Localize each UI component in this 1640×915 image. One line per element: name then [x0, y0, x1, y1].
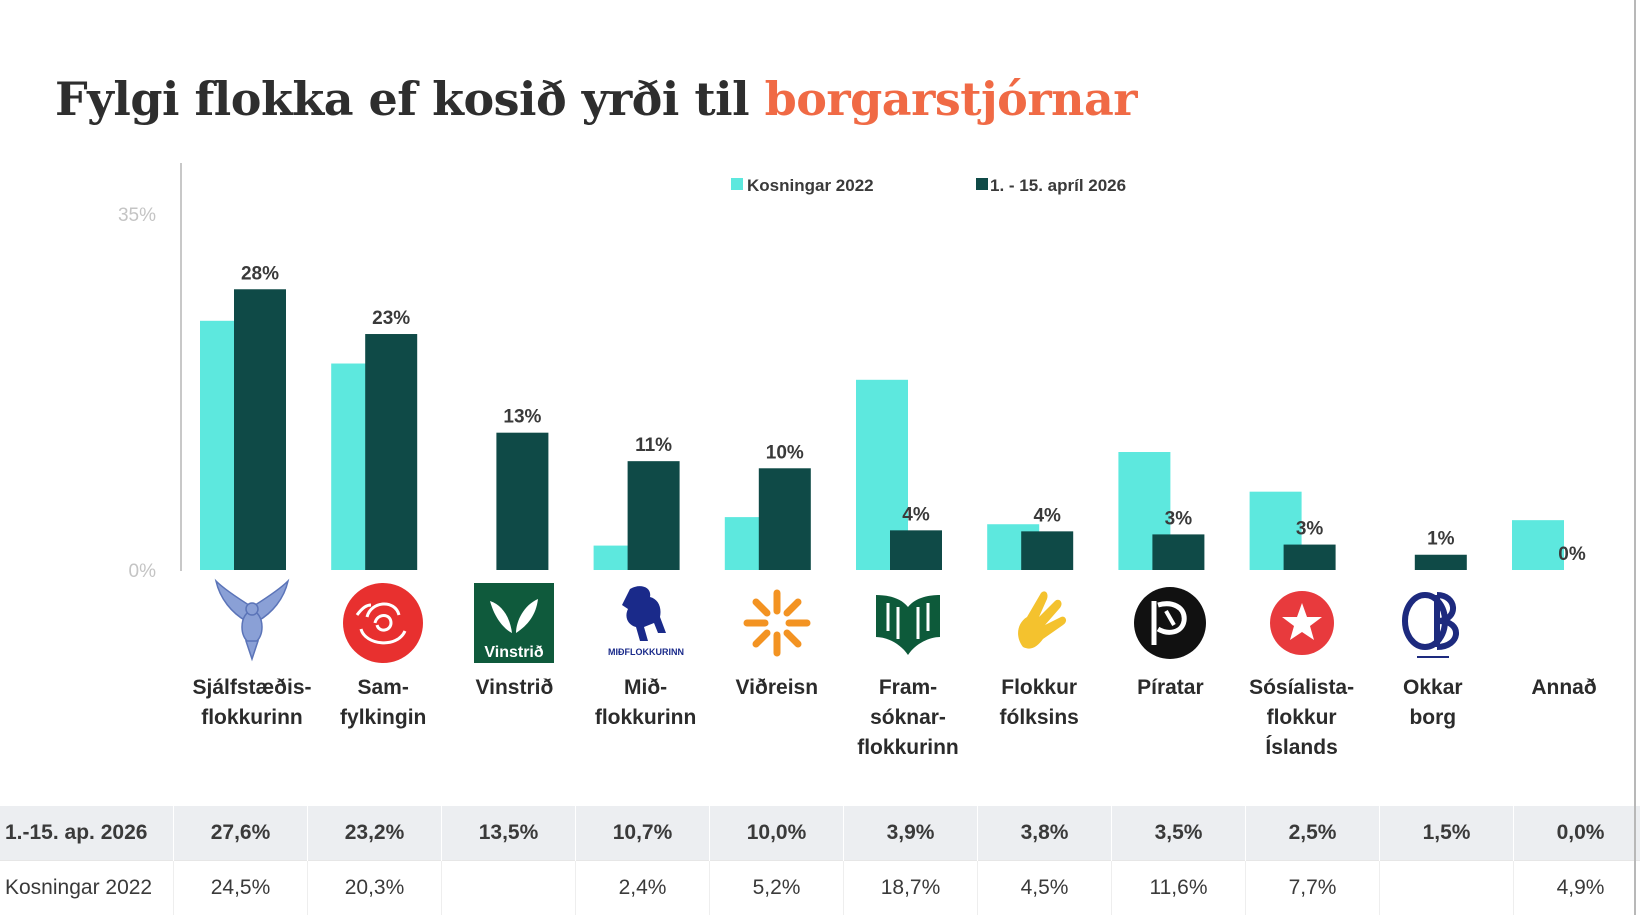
category-label: Píratar — [1137, 676, 1204, 699]
bar-2026 — [1021, 531, 1074, 570]
sun-logo — [731, 577, 823, 669]
bar-2026 — [234, 289, 286, 570]
svg-text:Vinstrið: Vinstrið — [485, 644, 545, 661]
table-cell: 2,4% — [575, 860, 710, 915]
data-label: 3% — [1296, 519, 1324, 540]
y-tick-label: 35% — [118, 205, 156, 226]
table-cell: 2,5% — [1245, 806, 1380, 861]
table-cell: 23,2% — [307, 806, 442, 861]
category-label: Mið- flokkurinn — [594, 676, 697, 729]
table-cell: 3,5% — [1111, 806, 1246, 861]
table-cell: 11,6% — [1111, 860, 1246, 915]
legend-label-2026: 1. - 15. apríl 2026 — [990, 176, 1126, 195]
legend-label-2022: Kosningar 2022 — [747, 176, 874, 195]
title-accent-text: borgarstjórnar — [764, 72, 1138, 126]
table-cell: 20,3% — [307, 860, 442, 915]
table-cell: 27,6% — [173, 806, 308, 861]
table-cell: 18,7% — [843, 860, 978, 915]
category-label: Sjálfstæðis- flokkurinn — [192, 676, 312, 729]
eagle-logo — [206, 577, 298, 669]
category-label: Annað — [1531, 676, 1597, 699]
bar-2026 — [1283, 544, 1336, 570]
svg-text:MIÐFLOKKURINN: MIÐFLOKKURINN — [608, 647, 684, 657]
bar-2026 — [1152, 534, 1205, 570]
table-cell: 10,0% — [709, 806, 844, 861]
table-cell: 4,9% — [1513, 860, 1640, 915]
star-logo — [1256, 577, 1348, 669]
ob-monogram-logo — [1387, 577, 1479, 669]
table-cell: 7,7% — [1245, 860, 1380, 915]
y-tick-label: 0% — [129, 561, 157, 582]
category-label: Sam- fylkingin — [340, 676, 427, 729]
vinstrid-logo: Vinstrið — [468, 577, 560, 669]
table-cell: 24,5% — [173, 860, 308, 915]
bar-2026 — [758, 468, 811, 570]
category-label: Vinstrið — [475, 676, 554, 699]
bar-2026 — [1414, 554, 1467, 570]
table-cell — [1379, 860, 1514, 915]
data-label: 4% — [1033, 505, 1061, 526]
bar-2026 — [365, 334, 418, 570]
horse-logo: MIÐFLOKKURINN — [600, 577, 692, 669]
data-label: 4% — [902, 504, 930, 525]
data-label: 10% — [766, 442, 804, 463]
category-label: Viðreisn — [735, 676, 819, 699]
table-cell: 5,2% — [709, 860, 844, 915]
category-label: Okkar borg — [1403, 676, 1463, 729]
rose-logo — [337, 577, 429, 669]
table-cell: 10,7% — [575, 806, 710, 861]
table-cell: 3,8% — [977, 806, 1112, 861]
chart-title: Fylgi flokka ef kosið yrði til borgarstj… — [55, 72, 1138, 126]
bar-chart: 35% 0% Kosningar 2022 1. - 15. apríl 2026 28… — [118, 163, 1586, 582]
category-label: Flokkur fólksins — [999, 676, 1079, 729]
table-cell — [441, 860, 576, 915]
book-logo — [862, 577, 954, 669]
table-row-label: 1.-15. ap. 2026 — [0, 806, 174, 861]
table-cell: 4,5% — [977, 860, 1112, 915]
table-row-2022: Kosningar 2022 24,5% 20,3% 2,4% 5,2% 18,7% 4,… — [0, 860, 1640, 915]
legend-swatch-2022 — [731, 178, 743, 190]
table-cell: 13,5% — [441, 806, 576, 861]
category-label: Sósíalista- flokkur Íslands — [1249, 676, 1355, 759]
legend-swatch-2026 — [976, 178, 988, 190]
data-table: 1.-15. ap. 2026 27,6% 23,2% 13,5% 10,7% 10,0… — [0, 806, 1640, 915]
data-label: 1% — [1427, 529, 1455, 550]
data-label: 13% — [503, 407, 541, 428]
table-cell: 1,5% — [1379, 806, 1514, 861]
data-label: 28% — [241, 263, 279, 284]
hand-logo — [993, 577, 1085, 669]
pirate-flag-logo — [1124, 577, 1216, 669]
table-cell: 0,0% — [1513, 806, 1640, 861]
category-label: Fram- sóknar- flokkurinn — [857, 676, 959, 759]
bar-2026 — [627, 461, 680, 570]
data-label: 23% — [372, 308, 410, 329]
bar-2026 — [496, 432, 549, 570]
table-row-2026: 1.-15. ap. 2026 27,6% 23,2% 13,5% 10,7% 10,0… — [0, 806, 1640, 861]
data-label: 11% — [635, 435, 672, 456]
bar-2022 — [1512, 520, 1564, 570]
table-row-label: Kosningar 2022 — [0, 860, 174, 915]
title-text: Fylgi flokka ef kosið yrði til — [55, 72, 765, 126]
right-border — [1634, 0, 1636, 915]
data-label: 3% — [1165, 508, 1193, 529]
bar-2026 — [890, 530, 942, 570]
table-cell: 3,9% — [843, 806, 978, 861]
data-label: 0% — [1558, 544, 1586, 565]
